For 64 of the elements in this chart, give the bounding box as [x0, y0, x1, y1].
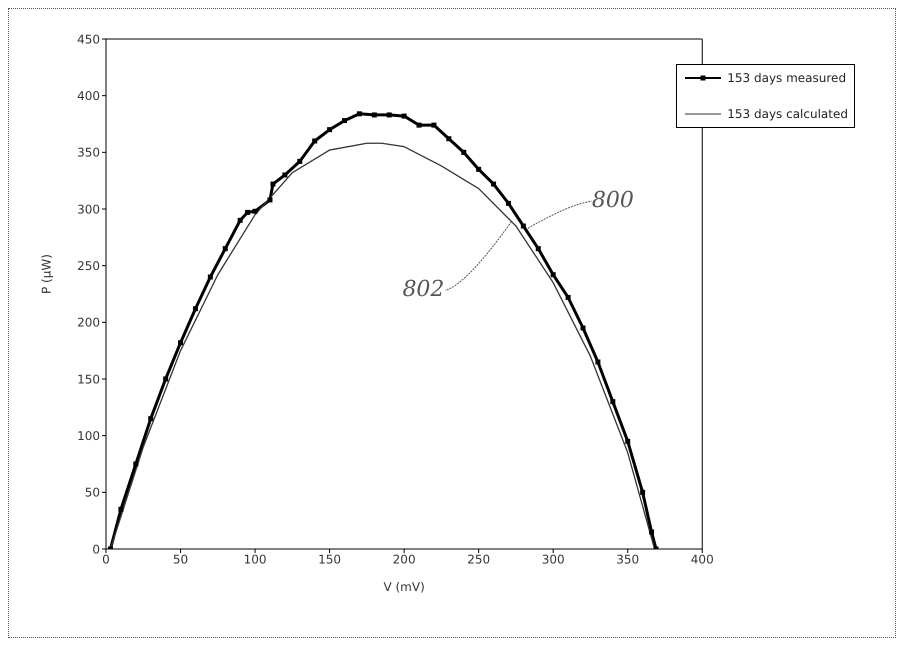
point — [133, 462, 138, 466]
y-tick-label: 100 — [77, 428, 100, 443]
point — [238, 218, 243, 223]
point — [118, 506, 124, 512]
point — [342, 118, 347, 124]
x-tick-label: 300 — [542, 552, 565, 567]
y-tick-label: 50 — [84, 486, 100, 500]
point — [192, 306, 198, 312]
point — [163, 376, 168, 382]
point — [446, 136, 452, 142]
point — [222, 246, 228, 252]
point — [640, 490, 646, 495]
point — [649, 530, 654, 534]
point — [267, 197, 272, 202]
x-tick-label: 150 — [318, 552, 342, 567]
point — [245, 210, 250, 215]
y-axis-title: P (μW) — [39, 254, 54, 294]
point — [431, 122, 436, 128]
point — [356, 111, 362, 116]
x-tick-label: 400 — [690, 552, 714, 567]
point — [506, 200, 511, 206]
point — [148, 416, 154, 422]
point — [580, 326, 586, 330]
point — [610, 399, 616, 404]
point — [282, 172, 288, 178]
point — [595, 360, 600, 364]
point — [461, 150, 466, 155]
point — [491, 182, 496, 187]
point — [312, 138, 318, 144]
y-tick-label: 350 — [77, 146, 100, 160]
y-tick-label: 200 — [77, 316, 100, 330]
y-tick-label: 0 — [92, 542, 100, 556]
point — [536, 246, 541, 252]
x-tick-label: 100 — [244, 552, 267, 567]
point — [270, 182, 276, 187]
point — [297, 158, 302, 164]
point — [550, 272, 556, 278]
y-tick-label: 250 — [77, 258, 100, 273]
point — [476, 166, 482, 172]
x-tick-label: 350 — [616, 552, 640, 567]
point — [252, 208, 258, 214]
y-tick-label: 450 — [77, 32, 100, 46]
legend-label: 153 days calculated — [727, 107, 848, 121]
x-tick-label: 50 — [172, 552, 188, 567]
x-tick-label: 250 — [467, 552, 490, 567]
point — [625, 438, 630, 444]
point — [386, 112, 392, 118]
point — [520, 224, 526, 228]
point — [208, 274, 213, 280]
point — [402, 114, 407, 119]
legend-label: 153 days measured — [727, 71, 846, 85]
x-tick-label: 200 — [392, 552, 416, 567]
annotation: 800 — [592, 188, 634, 213]
x-tick-label: 0 — [102, 552, 110, 567]
point — [178, 340, 184, 346]
y-tick-label: 300 — [77, 202, 100, 216]
point — [416, 122, 422, 128]
y-tick-label: 400 — [77, 88, 100, 103]
point — [327, 127, 332, 132]
point — [372, 112, 377, 118]
x-axis-title: V (mV) — [383, 580, 425, 594]
point — [566, 294, 571, 300]
annotation: 802 — [402, 277, 444, 302]
y-tick-label: 150 — [77, 372, 100, 386]
